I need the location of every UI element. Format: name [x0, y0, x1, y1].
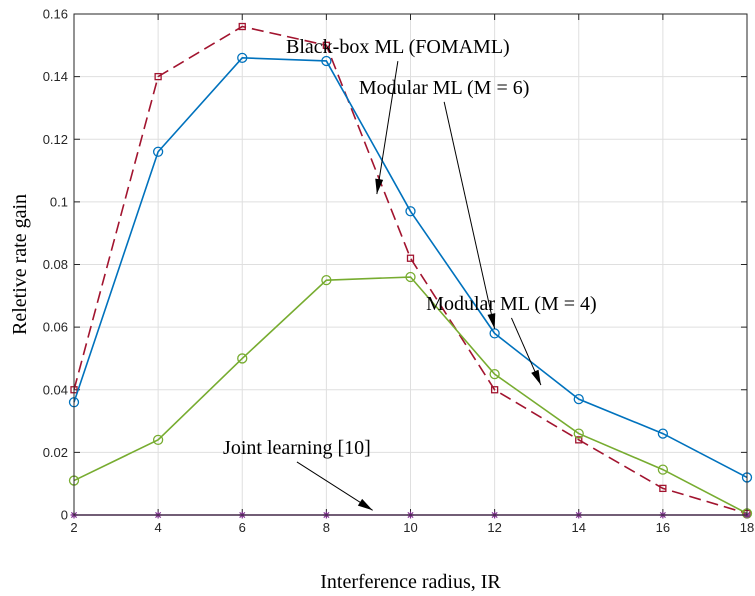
data-point [154, 72, 162, 81]
data-point [152, 434, 164, 446]
x-tick-label: 16 [656, 520, 670, 535]
x-tick-label: 14 [572, 520, 586, 535]
x-tick-label: 4 [155, 520, 162, 535]
series-line [73, 276, 748, 515]
data-point [489, 328, 500, 339]
y-tick-label: 0 [61, 508, 68, 523]
data-point [659, 484, 667, 493]
annotation-label: Modular ML (M = 4) [426, 293, 597, 315]
annotation-3: Joint learning [10] [223, 437, 373, 511]
y-tick-label: 0.04 [43, 382, 68, 397]
annotation-label: Modular ML (M = 6) [359, 77, 530, 99]
y-tick-label: 0.14 [43, 69, 68, 84]
data-point [152, 146, 164, 157]
y-tick-label: 0.08 [43, 257, 68, 272]
annotation-label: Black-box ML (FOMAML) [286, 36, 510, 58]
annotation-1: Modular ML (M = 6) [359, 77, 530, 329]
x-tick-label: 6 [239, 520, 246, 535]
y-tick-label: 0.06 [43, 320, 68, 335]
y-tick-label: 0.16 [43, 7, 68, 22]
annotation-arrowhead [487, 313, 496, 329]
data-point [405, 271, 416, 283]
data-point [657, 428, 669, 439]
x-tick-label: 10 [403, 520, 417, 535]
y-tick-label: 0.1 [50, 194, 68, 209]
data-point [237, 52, 248, 63]
annotation-arrowhead [531, 369, 541, 386]
data-point [573, 428, 584, 439]
x-tick-label: 18 [740, 520, 754, 535]
y-tick-label: 0.12 [43, 132, 68, 147]
annotation-arrowhead [357, 498, 373, 511]
data-point [321, 275, 332, 286]
x-axis-title: Interference radius, IR [320, 571, 501, 593]
data-point [489, 368, 500, 380]
annotation-2: Modular ML (M = 4) [426, 293, 597, 386]
x-tick-label: 8 [323, 520, 330, 535]
y-axis-title: Reletive rate gain [9, 194, 31, 335]
annotation-0: Black-box ML (FOMAML) [286, 36, 510, 195]
data-point [406, 254, 415, 262]
data-point [238, 22, 246, 31]
data-point [490, 386, 499, 394]
annotation-arrow [376, 61, 399, 195]
data-point [322, 41, 331, 49]
series-2 [68, 271, 753, 519]
x-tick-label: 2 [70, 520, 77, 535]
data-point [321, 55, 332, 67]
annotations: Black-box ML (FOMAML) Modular ML (M = 6) M… [223, 36, 597, 511]
y-tick-label: 0.02 [43, 445, 68, 460]
data-point [657, 464, 669, 475]
x-tick-label: 12 [487, 520, 501, 535]
data-point [405, 206, 416, 217]
annotation-label: Joint learning [10] [223, 437, 371, 459]
series-1 [68, 52, 753, 483]
data-point [575, 436, 583, 444]
data-point [573, 393, 584, 405]
annotation-arrowhead [375, 178, 384, 195]
series-line [73, 57, 748, 479]
data-point [237, 353, 248, 364]
annotation-arrow [443, 101, 496, 329]
plot-area-frame [73, 13, 748, 516]
